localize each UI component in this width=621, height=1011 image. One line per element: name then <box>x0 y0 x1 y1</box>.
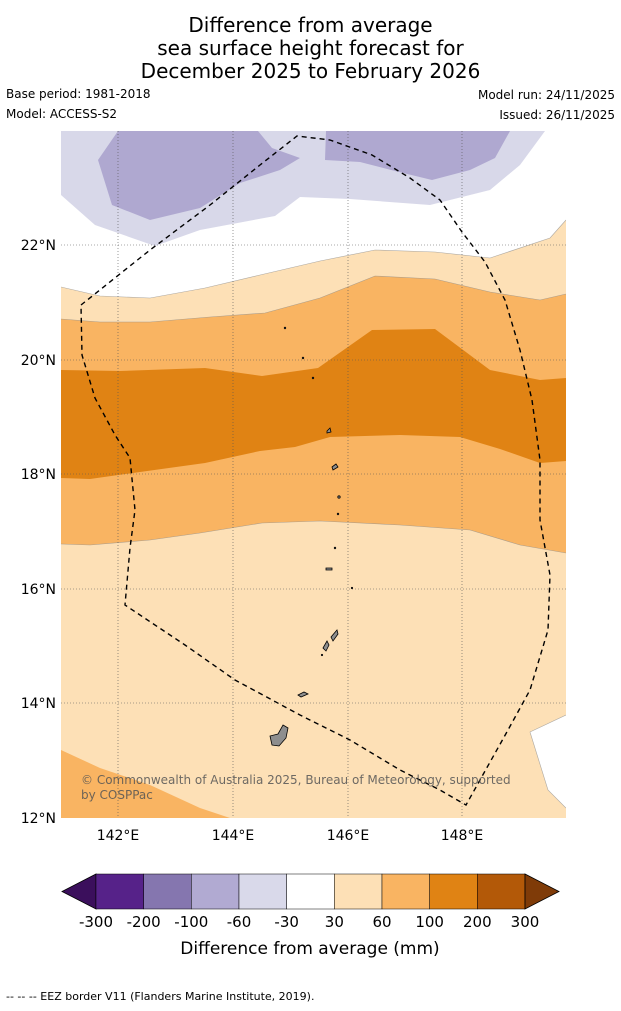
issued-date: Issued: 26/11/2025 <box>499 108 615 122</box>
colorbar-tick-label: -60 <box>227 913 252 931</box>
colorbar-swatch <box>477 873 526 910</box>
contour-minus-100-east <box>325 131 510 180</box>
title-line-3: December 2025 to February 2026 <box>140 59 481 83</box>
title-line-1: Difference from average <box>188 13 433 37</box>
colorbar-tick-label: 200 <box>463 913 492 931</box>
colorbar-swatch <box>429 873 478 910</box>
island-sarigan <box>336 512 340 516</box>
map-title: Difference from average sea surface heig… <box>0 14 621 83</box>
gridlines <box>61 131 566 818</box>
lat-label: 14°N <box>21 696 56 712</box>
lon-label: 146°E <box>327 828 370 844</box>
island-saipan <box>330 629 339 642</box>
map-plot: © Commonwealth of Australia 2025, Bureau… <box>61 131 566 818</box>
copyright-line-1: © Commonwealth of Australia 2025, Bureau… <box>81 773 511 787</box>
colorbar-tick-label: -100 <box>174 913 208 931</box>
island-rota <box>297 691 309 698</box>
island-fdm <box>350 586 354 590</box>
island-agrihan <box>326 427 332 434</box>
island-tinian <box>322 640 330 652</box>
lon-labels: 142°E 144°E 146°E 148°E <box>97 828 484 844</box>
title-line-2: sea surface height forecast for <box>157 36 464 60</box>
model-name: Model: ACCESS-S2 <box>6 107 118 121</box>
island-alamagan <box>337 495 341 499</box>
colorbar-tick-label: 100 <box>415 913 444 931</box>
contour-minus-100-west <box>98 131 300 220</box>
lat-labels: 12°N 14°N 16°N 18°N 20°N 22°N <box>21 238 56 827</box>
eez-legend: -- -- -- EEZ border V11 (Flanders Marine… <box>6 990 315 1003</box>
island-asuncion <box>311 376 315 380</box>
island-anatahan <box>325 567 333 571</box>
colorbar-swatch <box>334 873 383 910</box>
base-period: Base period: 1981-2018 <box>6 87 151 101</box>
lon-label: 142°E <box>97 828 140 844</box>
colorbar: -300 -200 -100 -60 -30 30 60 100 200 300 <box>61 873 560 931</box>
colorbar-extend-max <box>524 873 560 910</box>
island-maug <box>301 356 305 360</box>
colorbar-swatch <box>143 873 192 910</box>
colorbar-swatch <box>381 873 430 910</box>
colorbar-swatch <box>95 873 144 910</box>
colorbar-label: Difference from average (mm) <box>180 939 439 959</box>
lon-label: 148°E <box>441 828 484 844</box>
contour-plus-100 <box>61 329 566 479</box>
colorbar-tick-label: 60 <box>372 913 391 931</box>
colorbar-tick-label: -300 <box>79 913 113 931</box>
lat-label: 20°N <box>21 353 56 369</box>
colorbar-swatch <box>286 873 335 910</box>
island-guguan <box>333 546 337 550</box>
contour-plus-60-southwest <box>61 750 230 818</box>
colorbar-swatch <box>191 873 240 910</box>
island-aguijan <box>320 653 324 657</box>
lat-label: 18°N <box>21 467 56 483</box>
lat-label: 12°N <box>21 811 56 827</box>
colorbar-swatch <box>238 873 287 910</box>
model-run: Model run: 24/11/2025 <box>477 88 615 102</box>
islands <box>269 326 354 747</box>
copyright-line-2: by COSPPac <box>81 788 153 802</box>
colorbar-tick-label: -200 <box>127 913 161 931</box>
colorbar-tick-label: 300 <box>511 913 540 931</box>
lat-label: 16°N <box>21 582 56 598</box>
lon-label: 144°E <box>212 828 255 844</box>
lat-label: 22°N <box>21 238 56 254</box>
island-pagan <box>331 463 339 471</box>
colorbar-tick-label: -30 <box>274 913 299 931</box>
colorbar-tick-label: 30 <box>325 913 344 931</box>
island-farallon <box>283 326 287 330</box>
eez-border <box>80 135 551 806</box>
colorbar-extend-min <box>61 873 97 910</box>
island-guam <box>269 724 289 747</box>
contour-lines <box>61 219 566 809</box>
